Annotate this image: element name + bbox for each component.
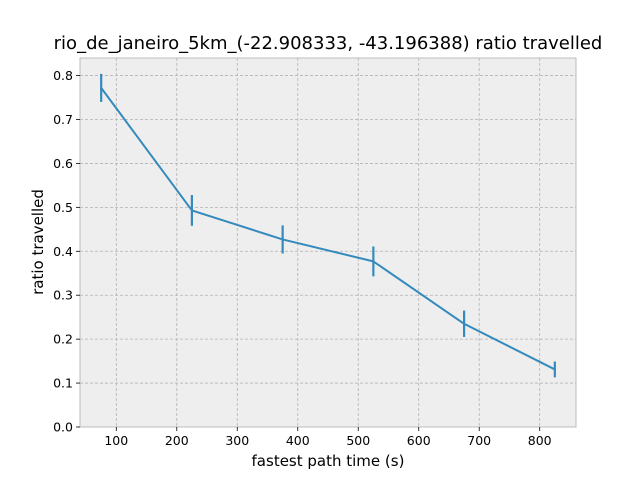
data-point — [372, 260, 375, 263]
x-tick-label: 600 — [407, 433, 431, 448]
y-tick-label: 0.3 — [53, 288, 73, 303]
y-tick-label: 0.5 — [53, 200, 73, 215]
y-tick-label: 0.0 — [53, 420, 73, 435]
y-axis-ticks: 0.0 0.1 0.2 0.3 0.4 0.5 0.6 0.7 0.8 — [53, 68, 80, 435]
data-point — [190, 209, 193, 212]
x-tick-label: 800 — [528, 433, 552, 448]
data-point — [553, 368, 556, 371]
x-tick-label: 700 — [467, 433, 491, 448]
y-tick-label: 0.4 — [53, 244, 73, 259]
data-point — [281, 238, 284, 241]
x-tick-label: 300 — [225, 433, 249, 448]
plot-background — [80, 58, 576, 427]
series-line — [100, 87, 556, 371]
series — [100, 73, 556, 378]
y-tick-label: 0.7 — [53, 112, 73, 127]
x-tick-label: 100 — [104, 433, 128, 448]
plot-frame — [79, 57, 577, 428]
y-tick-label: 0.6 — [53, 156, 73, 171]
x-tick-label: 500 — [346, 433, 370, 448]
y-tick-label: 0.8 — [53, 68, 73, 83]
x-axis-label: fastest path time (s) — [252, 452, 405, 470]
y-axis-label: ratio travelled — [29, 189, 47, 295]
data-point — [100, 86, 103, 89]
y-tick-label: 0.2 — [53, 332, 73, 347]
x-tick-label: 400 — [286, 433, 310, 448]
chart-title: rio_de_janeiro_5km_(-22.908333, -43.1963… — [54, 33, 603, 54]
x-tick-label: 200 — [165, 433, 189, 448]
y-tick-label: 0.1 — [53, 376, 73, 391]
x-axis-ticks: 100 200 300 400 500 600 700 800 — [104, 427, 552, 448]
data-point — [463, 322, 466, 325]
